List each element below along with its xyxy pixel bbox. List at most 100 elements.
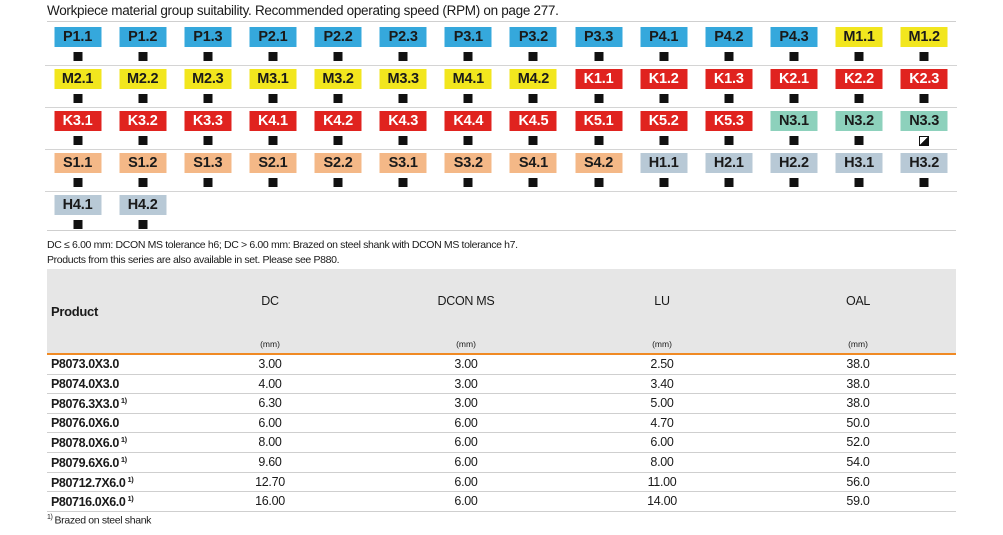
cell-product: P8076.3X3.0 1) — [51, 396, 127, 411]
footnote-ref: 1) — [120, 454, 127, 464]
material-row: S1.1 S1.2 S1.3 S2.1 S2.2 S3.1 S3.2 S4.1 S4.2 H1.1… — [45, 150, 957, 192]
material-cell: P1.2 — [110, 24, 175, 65]
product-code: P80712.7X6.0 — [51, 475, 126, 490]
material-code-badge: K4.4 — [444, 111, 492, 131]
suitable-square-icon — [854, 178, 864, 187]
material-code-badge: P1.1 — [54, 27, 102, 47]
suitable-square-icon — [594, 94, 604, 103]
material-cell: H1.1 — [631, 150, 696, 191]
material-code-badge: M4.1 — [444, 69, 492, 89]
col-header-dcon-ms: DCON MS — [437, 294, 495, 308]
suitable-square-icon — [398, 52, 408, 61]
suitable-square-icon — [138, 52, 148, 61]
material-cell: P4.2 — [696, 24, 761, 65]
product-code: P8073.0X3.0 — [51, 357, 119, 371]
material-code-badge: P3.1 — [444, 27, 492, 47]
col-header-oal: OAL — [845, 294, 871, 308]
suitable-square-icon — [203, 52, 213, 61]
unit-oal: (mm) — [848, 339, 868, 349]
cell-product: P8079.6X6.0 1) — [51, 455, 127, 470]
cell-product: P8073.0X3.0 — [51, 357, 119, 371]
suitable-square-icon — [333, 94, 343, 103]
suitable-square-icon — [854, 136, 864, 145]
suitable-square-icon — [398, 136, 408, 145]
product-code: P8076.0X6.0 — [51, 415, 119, 430]
material-row: P1.1 P1.2 P1.3 P2.1 P2.2 P2.3 P3.1 P3.2 P3.3 P4.1… — [45, 24, 957, 66]
material-cell: M2.1 — [45, 66, 110, 107]
cell-dc: 12.70 — [255, 474, 285, 489]
product-code: P8079.6X6.0 — [51, 456, 119, 471]
material-cell: K3.1 — [45, 108, 110, 149]
footnote-ref: 1) — [120, 396, 127, 406]
material-code-badge: S4.2 — [575, 153, 623, 173]
material-code-badge: P1.3 — [184, 27, 232, 47]
material-row: M2.1 M2.2 M2.3 M3.1 M3.2 M3.3 M4.1 M4.2 K1.1 K1.2… — [45, 66, 957, 108]
material-cell: K3.3 — [175, 108, 240, 149]
material-cell: K2.2 — [827, 66, 892, 107]
material-cell: P3.2 — [501, 24, 566, 65]
material-code-badge: M3.1 — [249, 69, 297, 89]
cell-dcon: 6.00 — [454, 494, 478, 509]
material-cell: S2.2 — [306, 150, 371, 191]
suitable-square-icon — [919, 178, 929, 187]
cell-lu: 4.70 — [650, 415, 674, 430]
footnote: 1) Brazed on steel shank — [47, 514, 151, 527]
material-code-badge: K3.3 — [184, 111, 232, 131]
suitable-square-icon — [854, 94, 864, 103]
suitable-square-icon — [73, 52, 83, 61]
footnote-ref: 1) — [127, 494, 134, 504]
suitable-square-icon — [203, 136, 213, 145]
header-accent-line — [47, 353, 956, 355]
suitable-square-icon — [463, 136, 473, 145]
table-row: P8079.6X6.0 1) 9.60 6.00 8.00 54.0 — [47, 453, 956, 473]
cell-oal: 38.0 — [846, 376, 870, 391]
cell-dc: 8.00 — [258, 435, 282, 450]
material-cell: K4.3 — [371, 108, 436, 149]
material-cell: N3.3 — [892, 108, 957, 149]
material-code-badge: N3.3 — [900, 111, 948, 131]
material-cell: K4.4 — [436, 108, 501, 149]
material-code-badge: S2.1 — [249, 153, 297, 173]
material-code-badge: K5.3 — [705, 111, 753, 131]
material-code-badge: S1.2 — [119, 153, 167, 173]
material-code-badge: H3.2 — [900, 153, 948, 173]
suitable-square-icon — [659, 136, 669, 145]
material-cell: K5.3 — [696, 108, 761, 149]
material-cell: M3.3 — [371, 66, 436, 107]
material-cell: M1.1 — [827, 24, 892, 65]
material-cell: K1.3 — [696, 66, 761, 107]
material-code-badge: P2.2 — [314, 27, 362, 47]
suitable-square-icon — [919, 94, 929, 103]
cell-oal: 38.0 — [846, 357, 870, 371]
material-code-badge: K3.1 — [54, 111, 102, 131]
cell-product: P80716.0X6.0 1) — [51, 494, 134, 509]
cell-dcon: 3.00 — [454, 376, 478, 391]
footnote-ref: 1) — [127, 474, 134, 484]
suitable-square-icon — [398, 178, 408, 187]
cell-dc: 9.60 — [258, 454, 282, 469]
page-heading: Workpiece material group suitability. Re… — [47, 3, 559, 18]
suitable-square-icon — [268, 136, 278, 145]
suitable-square-icon — [138, 178, 148, 187]
material-cell: K4.1 — [240, 108, 305, 149]
cell-dcon: 6.00 — [454, 415, 478, 430]
suitable-square-icon — [724, 178, 734, 187]
material-cell: H3.2 — [892, 150, 957, 191]
col-header-dc: DC — [261, 294, 279, 308]
unit-dcon-ms: (mm) — [456, 339, 476, 349]
suitable-square-icon — [528, 178, 538, 187]
material-code-badge: M4.2 — [509, 69, 557, 89]
cell-oal: 59.0 — [846, 494, 870, 509]
material-code-badge: H3.1 — [835, 153, 883, 173]
product-code: P8078.0X6.0 — [51, 436, 119, 451]
suitable-square-icon — [203, 178, 213, 187]
material-row: H4.1 H4.2 — [45, 192, 957, 234]
material-cell: S1.3 — [175, 150, 240, 191]
partial-suitability-icon — [919, 136, 930, 146]
cell-oal: 56.0 — [846, 474, 870, 489]
material-code-badge: M2.2 — [119, 69, 167, 89]
material-code-badge: M2.1 — [54, 69, 102, 89]
suitable-square-icon — [528, 52, 538, 61]
material-cell: H4.2 — [110, 192, 175, 234]
material-cell: N3.2 — [827, 108, 892, 149]
